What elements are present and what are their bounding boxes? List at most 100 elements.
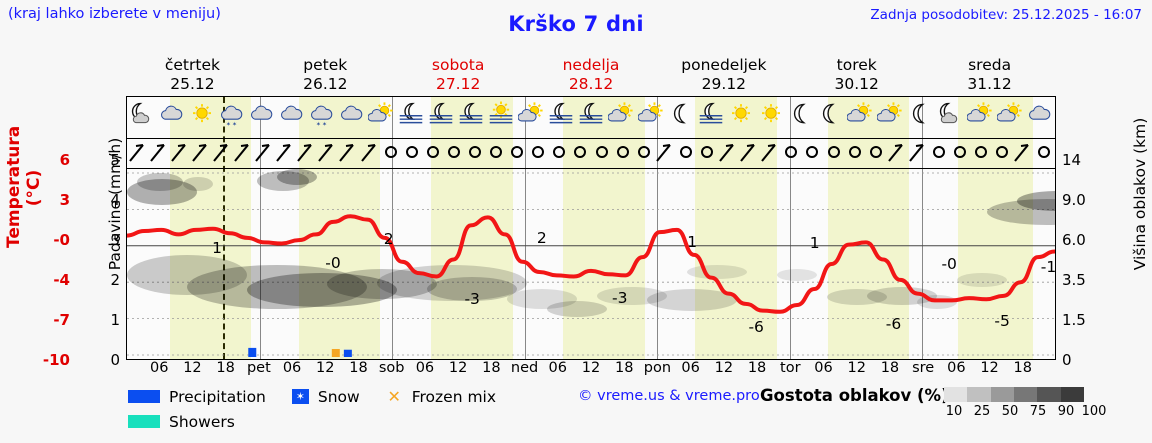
precipitation-tick-4: 1	[110, 311, 120, 329]
cloud-density-blob	[777, 269, 817, 281]
precipitation-axis-ticks: 5 4 3 2 1 0	[92, 151, 120, 369]
day-header-6: torek 30.12	[790, 56, 923, 94]
temperature-tick-4: -7	[53, 311, 70, 329]
temperature-label-9: -6	[885, 315, 902, 333]
moon-fog-icon	[398, 99, 424, 137]
wind-barb-barb	[652, 139, 678, 169]
day-separator-6	[922, 97, 924, 359]
x-tick-8: 06	[415, 360, 435, 376]
sun-icon	[189, 99, 215, 137]
sun-icon	[728, 99, 754, 137]
sun-fog-icon	[488, 99, 514, 137]
density-swatch-4	[1037, 387, 1061, 402]
day-header-3: sobota 27.12	[392, 56, 525, 94]
showers-swatch	[128, 415, 160, 428]
forecast-plot[interactable]: ✶ ✶ ✶ ✶ 1 -0 2 -3 2 -3 1 -6 1 -6 -0 -5 -1	[125, 96, 1152, 360]
moon-fog-icon	[548, 99, 574, 137]
weather-icon-row: ✶ ✶ ✶ ✶	[127, 97, 1055, 139]
wind-barb-calm	[504, 139, 530, 169]
x-tick-13: 12	[581, 360, 601, 376]
x-tick-21: 12	[847, 360, 866, 376]
x-tick-16: 06	[681, 360, 700, 376]
day-header-4: nedelja 28.12	[525, 56, 658, 94]
cloud-density-blob	[647, 289, 737, 311]
day-name: četrtek	[164, 56, 220, 74]
moon-fog-icon	[458, 99, 484, 137]
temperature-tick-2: -0	[53, 231, 70, 249]
cloud-icon	[159, 99, 185, 137]
day-separator-3	[524, 97, 526, 359]
density-swatch-3	[1013, 387, 1038, 402]
daylight-band-5	[694, 97, 777, 359]
sun-cloud-icon	[367, 99, 394, 137]
wind-barb-barb	[272, 139, 298, 169]
precipitation-bar-precipitation	[248, 347, 257, 357]
wind-barb-barb	[736, 139, 762, 169]
temperature-tick-3: -4	[53, 271, 70, 289]
precipitation-tick-5: 0	[110, 351, 120, 369]
cloud-height-tick-0: 14	[1062, 151, 1082, 169]
cloud-density-blob	[597, 287, 667, 305]
wind-barb-barb	[884, 139, 910, 169]
day-date: 29.12	[701, 75, 747, 93]
density-tick-0: 10	[945, 404, 963, 419]
credit-link[interactable]: © vreme.us & vreme.pro	[578, 388, 760, 404]
moon-cloud-icon	[129, 99, 155, 137]
cloud-density-title: Gostota oblakov (%)	[760, 386, 949, 405]
temperature-label-2: 2	[383, 230, 394, 248]
legend-label-showers: Showers	[169, 412, 235, 431]
temperature-label-8: 1	[809, 234, 820, 252]
cloud-icon	[249, 99, 275, 137]
cloud-density-blob	[277, 169, 317, 185]
x-tick-12: 06	[548, 360, 568, 376]
day-date: 31.12	[967, 75, 1012, 93]
day-date: 27.12	[435, 75, 481, 93]
temperature-tick-5: -10	[42, 351, 70, 369]
wind-barb-calm	[799, 139, 825, 169]
precipitation-bar-precipitation	[343, 349, 352, 357]
cloud-icon	[279, 99, 305, 137]
cloud-density-blob	[127, 179, 197, 205]
density-swatch-0	[944, 387, 968, 402]
x-tick-2: 18	[216, 360, 235, 376]
wind-barb-calm	[947, 139, 973, 169]
x-tick-6: 18	[349, 360, 368, 376]
snow-icon: ✶	[291, 389, 309, 404]
current-time-line	[222, 97, 225, 359]
wind-barb-barb	[314, 139, 340, 169]
x-tick-20: 06	[814, 360, 833, 376]
wind-barb-barb	[293, 139, 319, 169]
day-header-5: ponedeljek 29.12	[657, 56, 790, 94]
day-name: petek	[303, 56, 348, 74]
wind-barb-calm	[778, 139, 804, 169]
x-tick-23: sre	[912, 360, 935, 376]
frozen-mix-icon: ✕	[387, 387, 401, 406]
day-name: sobota	[431, 56, 485, 74]
svg-text:✶: ✶	[316, 121, 321, 128]
cloud-height-tick-1: 9.0	[1062, 191, 1086, 209]
density-tick-5: 100	[1081, 404, 1107, 419]
icon-row-divider	[127, 138, 1055, 139]
cloud-density-blob	[867, 287, 937, 305]
sun-cloud-icon	[996, 99, 1023, 137]
wind-barb-calm	[631, 139, 657, 169]
temperature-line	[125, 214, 1057, 314]
moon-fog-icon	[698, 99, 724, 137]
day-separator-2	[392, 97, 394, 359]
legend-label-snow: Snow	[317, 387, 360, 406]
day-date: 28.12	[568, 75, 614, 93]
wind-barb-barb	[715, 139, 741, 169]
moon-fog-icon	[428, 99, 454, 137]
daylight-band-7	[958, 97, 1033, 359]
x-tick-22: 18	[880, 360, 900, 376]
legend-item-frozen-mix: ✕ Frozen mix	[386, 387, 497, 406]
wind-barb-calm	[842, 139, 868, 169]
temperature-label-3: -3	[464, 290, 480, 308]
x-tick-3: pet	[246, 360, 271, 376]
wind-barb-calm	[420, 139, 446, 169]
cloud-density-blob	[547, 301, 607, 317]
cloud-height-tick-5: 0	[1062, 351, 1072, 369]
legend: Precipitation ✶ Snow ✕ Frozen mix Shower…	[128, 384, 522, 434]
cloud-icon	[339, 99, 365, 137]
temperature-label-11: -5	[994, 312, 1010, 330]
